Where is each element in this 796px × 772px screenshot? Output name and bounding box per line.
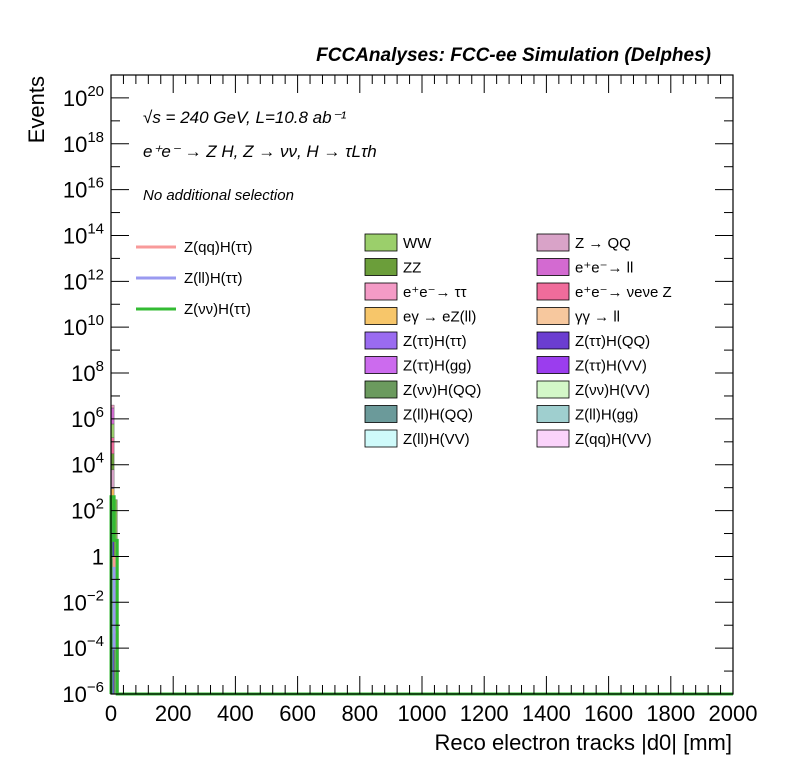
y-tick-label-1: 10−4 — [62, 633, 104, 661]
selection-annotation: No additional selection — [143, 187, 294, 204]
legend-fill-label-10: Z(ττ)H(gg) — [403, 358, 472, 375]
x-tick-label-5: 1000 — [398, 701, 447, 726]
legend-fill-label-17: Z(qq)H(VV) — [575, 431, 652, 448]
legend-fill-swatch-3 — [536, 258, 570, 276]
y-tick-label-8: 1010 — [63, 312, 104, 340]
x-tick-label-7: 1400 — [522, 701, 571, 726]
x-tick-label-3: 600 — [279, 701, 316, 726]
y-tick-label-3: 1 — [92, 544, 104, 569]
legend-fill-swatch-16 — [364, 429, 398, 448]
legend-fill-swatch-15 — [536, 405, 570, 423]
legend-fill-swatch-12 — [364, 380, 398, 399]
legend-fill-label-16: Z(ll)H(VV) — [403, 431, 470, 448]
process-annotation: e⁺e⁻ → Z H, Z → νν, H → τLτh — [143, 142, 377, 161]
legend-fill-label-6: eγ → eZ(ll) — [403, 309, 476, 326]
legend-fill-label-2: ZZ — [403, 260, 421, 277]
x-tick-label-10: 2000 — [709, 701, 758, 726]
y-axis-ticks: 10−6 10−4 10−2 1 102 104 106 108 1010 1012 1014 101… — [62, 74, 733, 707]
legend-fill-label-14: Z(ll)H(QQ) — [403, 407, 473, 424]
legend-line-label-2: Z(νν)H(ττ) — [184, 301, 251, 318]
y-tick-label-7: 108 — [71, 358, 104, 386]
y-tick-label-11: 1016 — [63, 175, 104, 203]
x-tick-label-2: 400 — [217, 701, 254, 726]
legend-fill-swatch-4 — [364, 282, 398, 301]
legend-backgrounds: WW Z → QQ ZZ e⁺e⁻→ ll e⁺e⁻→ ττ e⁺e⁻→ νeνe Z eγ… — [364, 233, 672, 448]
y-tick-label-13: 1020 — [63, 83, 104, 111]
legend-fill-swatch-8 — [364, 331, 398, 350]
legend-fill-swatch-10 — [364, 356, 398, 374]
legend-fill-swatch-14 — [364, 405, 398, 423]
legend-fill-label-0: WW — [403, 235, 432, 252]
y-axis-label: Events — [24, 76, 49, 143]
x-tick-label-6: 1200 — [460, 701, 509, 726]
energy-lumi-annotation: √s = 240 GeV, L=10.8 ab⁻¹ — [143, 108, 347, 127]
legend-fill-label-1: Z → QQ — [575, 235, 631, 252]
x-tick-label-9: 1800 — [646, 701, 695, 726]
y-tick-label-5: 104 — [71, 450, 104, 478]
legend-fill-label-15: Z(ll)H(gg) — [575, 407, 638, 424]
legend-fill-swatch-5 — [536, 282, 570, 301]
legend-fill-label-4: e⁺e⁻→ ττ — [403, 284, 467, 301]
legend-fill-label-12: Z(νν)H(QQ) — [403, 382, 481, 399]
stacked-histogram — [110, 404, 118, 695]
legend-fill-label-5: e⁺e⁻→ νeνe Z — [575, 284, 672, 301]
y-tick-label-2: 10−2 — [62, 587, 104, 615]
legend-fill-label-3: e⁺e⁻→ ll — [575, 260, 633, 277]
legend-fill-swatch-6 — [364, 307, 398, 325]
legend-fill-label-7: γγ → ll — [575, 309, 620, 326]
legend-line-label-0: Z(qq)H(ττ) — [184, 239, 253, 256]
legend-fill-label-8: Z(ττ)H(ττ) — [403, 333, 467, 350]
y-tick-label-9: 1012 — [63, 266, 104, 294]
legend-fill-swatch-0 — [364, 233, 398, 252]
x-tick-label-0: 0 — [105, 701, 117, 726]
x-tick-label-8: 1600 — [584, 701, 633, 726]
y-tick-label-12: 1018 — [63, 129, 104, 157]
legend-fill-swatch-2 — [364, 258, 398, 276]
signal-lines — [109, 495, 733, 696]
legend-fill-label-13: Z(νν)H(VV) — [575, 382, 650, 399]
legend-fill-swatch-11 — [536, 356, 570, 374]
legend-fill-swatch-17 — [536, 429, 570, 448]
series-line-2 — [109, 495, 733, 696]
y-tick-label-4: 102 — [71, 496, 104, 524]
y-tick-label-6: 106 — [71, 404, 104, 432]
legend-fill-swatch-7 — [536, 307, 570, 325]
legend-fill-label-11: Z(ττ)H(VV) — [575, 358, 647, 375]
legend-fill-swatch-1 — [536, 233, 570, 252]
y-tick-label-0: 10−6 — [62, 679, 104, 707]
legend-fill-swatch-13 — [536, 380, 570, 399]
legend-fill-swatch-9 — [536, 331, 570, 350]
legend-fill-label-9: Z(ττ)H(QQ) — [575, 333, 650, 350]
x-axis-label: Reco electron tracks |d0| [mm] — [434, 730, 732, 755]
legend-signal: Z(qq)H(ττ) Z(ll)H(ττ) Z(νν)H(ττ) — [136, 239, 253, 318]
y-tick-label-10: 1014 — [63, 220, 104, 248]
x-axis-ticks: 0 200 400 600 800 1000 1200 1400 1600 1800 2000 — [105, 75, 758, 726]
x-tick-label-1: 200 — [155, 701, 192, 726]
x-tick-label-4: 800 — [341, 701, 378, 726]
chart-title: FCCAnalyses: FCC-ee Simulation (Delphes) — [316, 45, 711, 66]
legend-line-label-1: Z(ll)H(ττ) — [184, 270, 243, 287]
